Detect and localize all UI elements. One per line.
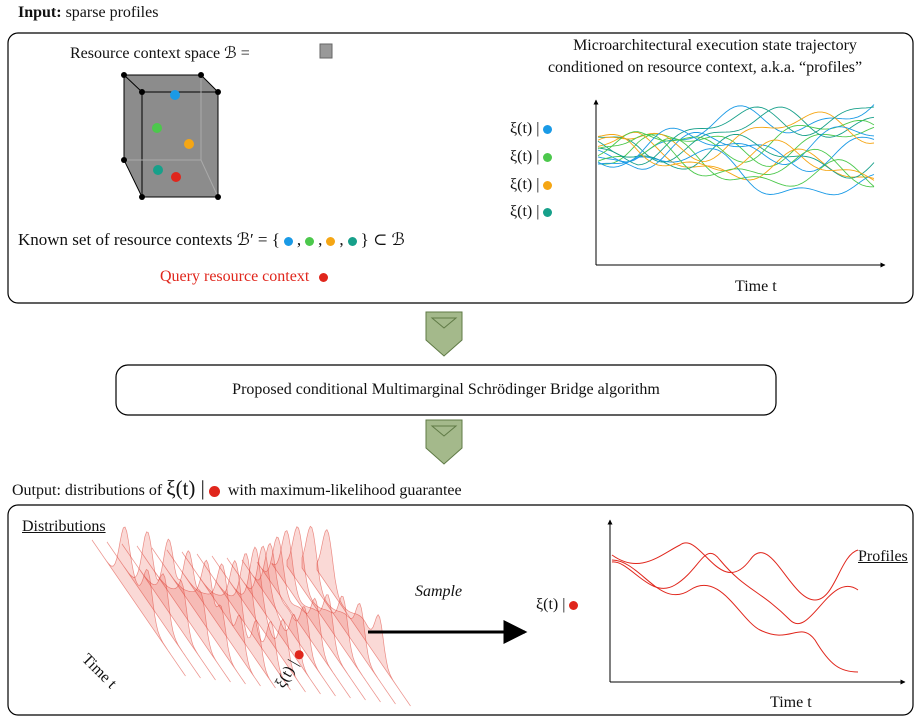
conditional-label: ξ(t) | <box>510 176 556 194</box>
dot <box>543 181 552 190</box>
output-xi-label: ξ(t) | <box>536 596 582 614</box>
distributions-label: Distributions <box>22 518 106 536</box>
dot <box>209 486 220 497</box>
output-heading: Output: distributions of ξ(t) | with max… <box>12 476 462 501</box>
trajectories <box>598 105 874 195</box>
xi-label: ξ(t) | <box>510 203 539 220</box>
xi-label: ξ(t) | <box>510 120 539 137</box>
figure: Input: sparse profiles Resource context … <box>0 0 921 721</box>
cube <box>121 72 221 200</box>
query: Query resource context <box>160 268 332 286</box>
dot <box>293 648 305 660</box>
dot <box>543 208 552 217</box>
arrow-down <box>426 312 462 356</box>
conditional-label: ξ(t) | <box>510 203 556 221</box>
trajectory <box>598 138 874 186</box>
dot <box>348 237 357 246</box>
output-suffix: with maximum-likelihood guarantee <box>228 482 462 499</box>
separator: , <box>318 230 322 249</box>
sampled-profiles <box>612 543 858 672</box>
xi-label: ξ(t) | <box>536 596 565 613</box>
known-set-label: Known set of resource contexts ℬ′ = { <box>18 230 280 249</box>
dot <box>543 153 552 162</box>
known-set: Known set of resource contexts ℬ′ = {,,,… <box>18 230 405 250</box>
profiles-label: Profiles <box>858 548 908 566</box>
dot <box>319 273 328 282</box>
conditional-label: ξ(t) | <box>510 120 556 138</box>
output-xi: ξ(t) | <box>166 476 205 500</box>
time-axis-label: Time t <box>735 278 777 296</box>
algorithm-label: Proposed conditional Multimarginal Schrö… <box>116 381 776 399</box>
dot <box>326 237 335 246</box>
dot <box>305 237 314 246</box>
sample-label: Sample <box>415 583 462 601</box>
arrow-down <box>426 420 462 464</box>
dot <box>284 237 293 246</box>
cube-icon <box>320 44 332 58</box>
input-label: Input: <box>18 4 62 21</box>
input-heading: Input: sparse profiles <box>18 4 158 22</box>
separator: , <box>339 230 343 249</box>
query-label: Query resource context <box>160 268 309 285</box>
separator: , <box>297 230 301 249</box>
xi-label: ξ(t) | <box>510 176 539 193</box>
time-axis-label: Time t <box>770 694 812 712</box>
diagram-shapes <box>0 0 921 721</box>
dot <box>543 125 552 134</box>
trajectory-title: conditioned on resource context, a.k.a. … <box>490 59 920 77</box>
trajectory-title: Microarchitectural execution state traje… <box>535 37 895 55</box>
output-prefix: Output: distributions of <box>12 482 162 499</box>
conditional-label: ξ(t) | <box>510 148 556 166</box>
ridge-plot <box>92 526 411 706</box>
input-text: sparse profiles <box>66 4 159 21</box>
dot <box>569 601 578 610</box>
known-set-end: } ⊂ ℬ <box>361 230 405 249</box>
xi-label: ξ(t) | <box>510 148 539 165</box>
resource-space-label: Resource context space ℬ = <box>70 43 250 63</box>
